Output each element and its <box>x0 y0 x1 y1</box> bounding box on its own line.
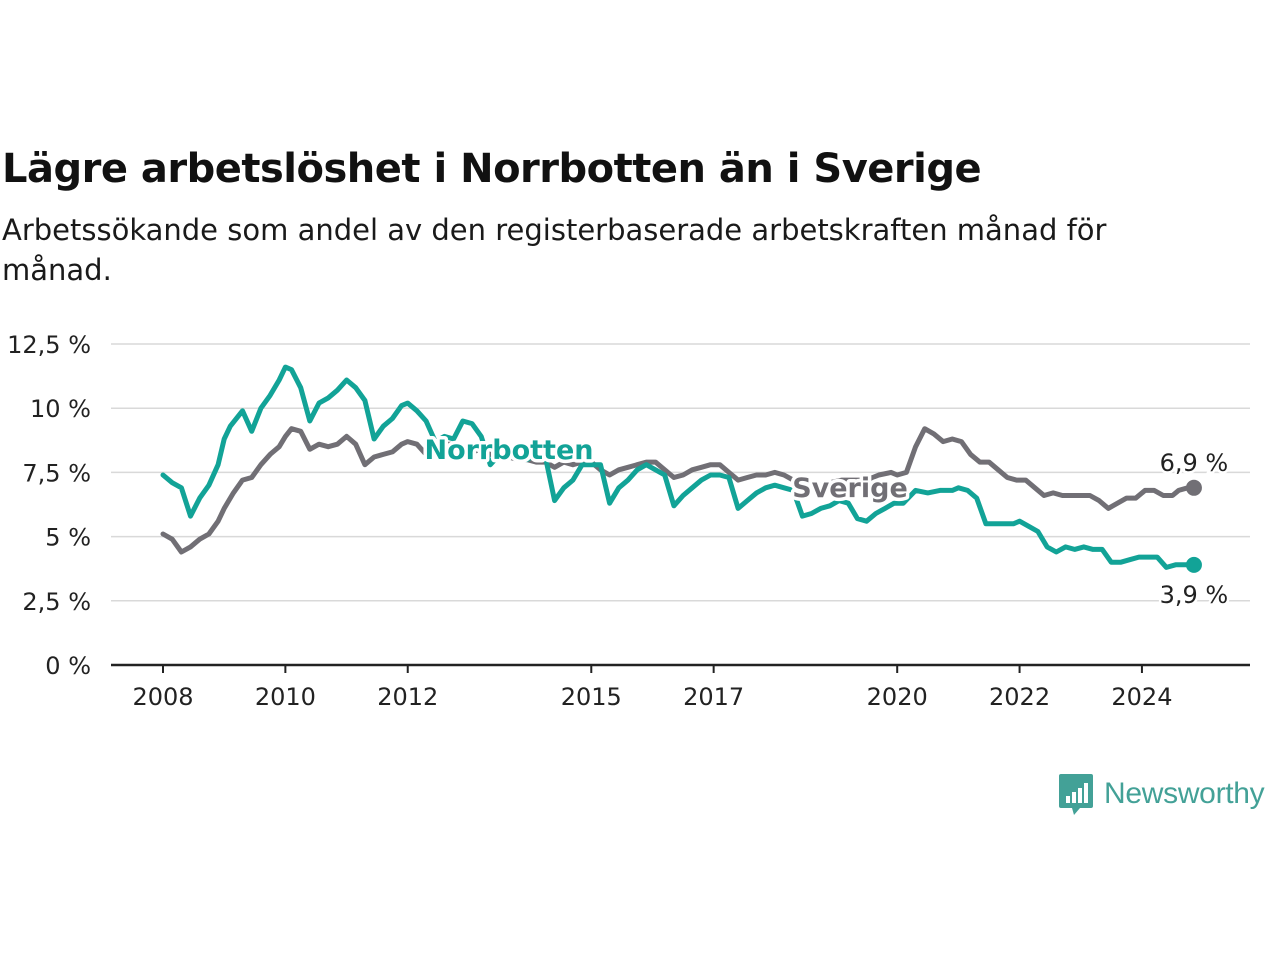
newsworthy-logo-icon <box>1059 774 1093 815</box>
end-point-sverige <box>1185 479 1202 496</box>
y-tick-label: 2,5 % <box>22 588 91 616</box>
x-tick-label: 2008 <box>132 683 193 711</box>
end-value-label-sverige: 6,9 % <box>1160 449 1229 477</box>
series-line-norrbotten <box>160 364 1197 570</box>
x-tick-label: 2015 <box>561 683 622 711</box>
series-label-norrbotten: Norrbotten <box>424 435 593 466</box>
y-tick-label: 12,5 % <box>7 331 91 359</box>
x-tick-label: 2017 <box>683 683 744 711</box>
y-tick-label: 5 % <box>45 524 91 552</box>
series-labels: Norrbotten Sverige 6,9 % 3,9 % <box>421 432 1231 612</box>
series-lines <box>160 364 1202 573</box>
x-tick-label: 2022 <box>989 683 1050 711</box>
end-point-norrbotten <box>1185 556 1202 573</box>
brand: Newsworthy <box>1058 772 1265 816</box>
y-tick-label: 7,5 % <box>22 459 91 487</box>
series-label-sverige: Sverige <box>792 473 908 504</box>
brand-name: Newsworthy <box>1104 777 1265 810</box>
x-tick-label: 2012 <box>377 683 438 711</box>
chart-title: Lägre arbetslöshet i Norrbotten än i Sve… <box>2 146 982 192</box>
gridlines <box>111 343 1250 602</box>
end-value-label-norrbotten: 3,9 % <box>1160 581 1229 609</box>
x-tick-label: 2010 <box>255 683 316 711</box>
chart-subtitle: Arbetssökande som andel av den registerb… <box>2 213 1107 287</box>
y-tick-label: 0 % <box>45 652 91 680</box>
y-axis-tick-labels: 0 % 2,5 % 5 % 7,5 % 10 % 12,5 % <box>7 331 91 680</box>
x-axis: 2008 2010 2012 2015 2017 2020 2022 2024 <box>111 663 1250 711</box>
series-line-sverige <box>160 426 1197 555</box>
x-tick-label: 2024 <box>1111 683 1172 711</box>
y-tick-label: 10 % <box>30 395 91 423</box>
x-tick-label: 2020 <box>867 683 928 711</box>
